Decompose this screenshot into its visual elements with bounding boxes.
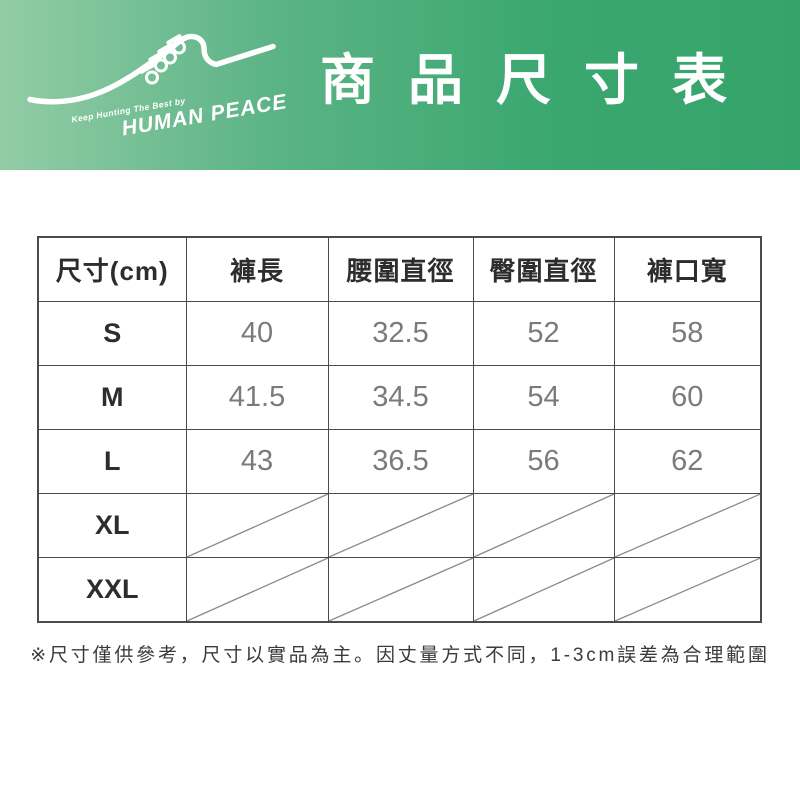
size-label: XXL [37,557,187,623]
table-cell: 58 [613,301,762,366]
table-cell: 62 [613,429,762,494]
table-row-xxl: XXL [37,557,762,623]
table-row-l: L 43 36.5 56 62 [37,429,762,494]
page-title: 商品尺寸表 [320,49,761,111]
brand-logo-icon: Keep Hunting The Best by HUMAN PEACE [27,33,289,140]
table-cell: 54 [472,365,615,430]
header-banner: Keep Hunting The Best by HUMAN PEACE 商品尺… [0,0,800,170]
empty-cell-slash [327,493,474,558]
table-row-xl: XL [37,493,762,558]
size-table-header-row: 尺寸(cm) 褲長 腰圍直徑 臀圍直徑 褲口寬 [37,236,762,302]
empty-cell-slash [472,493,615,558]
table-cell: 60 [613,365,762,430]
table-cell: 56 [472,429,615,494]
column-header-hip-diameter: 臀圍直徑 [472,236,615,302]
size-label: L [37,429,187,494]
size-table: 尺寸(cm) 褲長 腰圍直徑 臀圍直徑 褲口寬 S 40 32.5 52 58 … [37,236,762,623]
table-cell: 40 [185,301,329,366]
table-row-s: S 40 32.5 52 58 [37,301,762,366]
table-cell: 52 [472,301,615,366]
empty-cell-slash [327,557,474,623]
size-label: XL [37,493,187,558]
size-label: S [37,301,187,366]
column-header-leg-opening: 褲口寬 [613,236,762,302]
size-label: M [37,365,187,430]
empty-cell-slash [613,493,762,558]
table-cell: 34.5 [327,365,474,430]
table-cell: 41.5 [185,365,329,430]
size-disclaimer-note: ※尺寸僅供參考，尺寸以實品為主。因丈量方式不同，1-3cm誤差為合理範圍 [30,645,770,666]
empty-cell-slash [185,557,329,623]
table-cell: 32.5 [327,301,474,366]
empty-cell-slash [613,557,762,623]
column-header-size: 尺寸(cm) [37,236,187,302]
column-header-waist-diameter: 腰圍直徑 [327,236,474,302]
brand-name: HUMAN PEACE [120,90,289,140]
column-header-pant-length: 褲長 [185,236,329,302]
empty-cell-slash [185,493,329,558]
table-row-m: M 41.5 34.5 54 60 [37,365,762,430]
table-cell: 36.5 [327,429,474,494]
table-cell: 43 [185,429,329,494]
empty-cell-slash [472,557,615,623]
